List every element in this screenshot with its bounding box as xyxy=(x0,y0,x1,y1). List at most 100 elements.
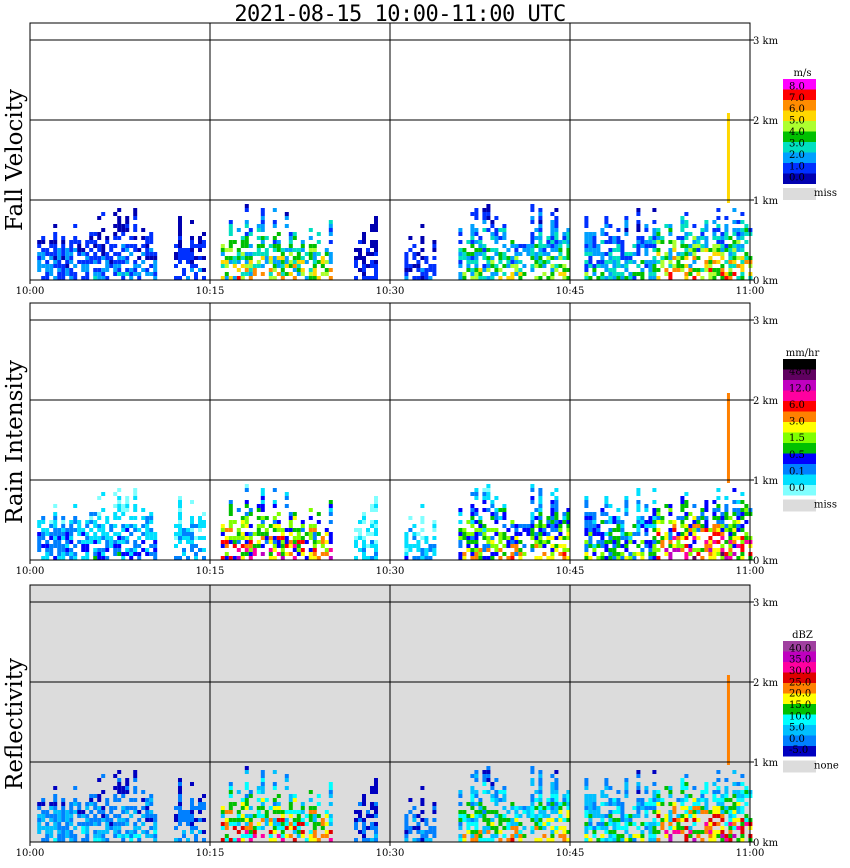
data-pixel xyxy=(644,520,649,524)
data-pixel xyxy=(101,268,106,272)
data-pixel xyxy=(284,528,289,532)
data-pixel xyxy=(304,838,309,842)
data-pixel xyxy=(558,248,563,252)
data-pixel xyxy=(65,536,70,540)
data-pixel xyxy=(720,826,725,830)
data-pixel xyxy=(198,818,202,822)
data-pixel xyxy=(308,810,313,814)
data-pixel xyxy=(292,248,297,252)
data-pixel xyxy=(482,268,487,272)
data-pixel xyxy=(668,786,673,790)
data-pixel xyxy=(652,790,657,794)
data-pixel xyxy=(268,272,273,276)
data-pixel xyxy=(41,276,46,280)
data-pixel xyxy=(420,802,425,806)
data-pixel xyxy=(240,236,245,240)
data-pixel xyxy=(652,540,657,544)
data-pixel xyxy=(101,556,106,560)
data-pixel xyxy=(125,536,130,540)
data-pixel xyxy=(300,244,305,248)
data-pixel xyxy=(354,536,358,540)
data-pixel xyxy=(228,240,233,244)
data-pixel xyxy=(470,802,475,806)
data-pixel xyxy=(648,244,653,248)
data-pixel xyxy=(736,232,741,236)
data-pixel xyxy=(620,252,625,256)
data-pixel xyxy=(105,268,110,272)
data-pixel xyxy=(604,826,609,830)
legend-swatch xyxy=(783,641,816,652)
data-pixel xyxy=(632,540,637,544)
data-pixel xyxy=(101,228,106,232)
data-pixel xyxy=(688,814,693,818)
data-pixel xyxy=(474,208,479,212)
data-pixel xyxy=(624,504,629,508)
data-pixel xyxy=(592,810,597,814)
data-pixel xyxy=(358,548,362,552)
data-pixel xyxy=(664,504,669,508)
data-pixel xyxy=(280,814,285,818)
data-pixel xyxy=(272,818,277,822)
data-pixel xyxy=(566,528,571,532)
data-pixel xyxy=(596,276,601,280)
data-pixel xyxy=(652,488,657,492)
data-pixel xyxy=(486,838,491,842)
data-pixel xyxy=(416,826,421,830)
data-pixel xyxy=(680,778,685,782)
y-tick-label: 1 km xyxy=(753,196,779,207)
data-pixel xyxy=(264,252,269,256)
data-pixel xyxy=(49,524,54,528)
data-pixel xyxy=(550,536,555,540)
data-pixel xyxy=(704,822,709,826)
data-pixel xyxy=(65,260,70,264)
data-pixel xyxy=(518,806,523,810)
data-pixel xyxy=(117,268,122,272)
data-pixel xyxy=(648,524,653,528)
data-pixel xyxy=(506,556,511,560)
data-pixel xyxy=(268,256,273,260)
data-pixel xyxy=(149,834,154,838)
data-pixel xyxy=(612,826,617,830)
x-tick-label: 10:00 xyxy=(16,286,45,297)
data-pixel xyxy=(416,268,421,272)
data-pixel xyxy=(125,500,130,504)
data-pixel xyxy=(121,512,126,516)
data-pixel xyxy=(620,556,625,560)
data-pixel xyxy=(89,802,94,806)
data-pixel xyxy=(362,232,366,236)
data-pixel xyxy=(554,528,559,532)
data-pixel xyxy=(276,256,281,260)
data-pixel xyxy=(502,504,507,508)
data-pixel xyxy=(198,240,202,244)
data-pixel xyxy=(292,264,297,268)
data-pixel xyxy=(125,834,130,838)
data-pixel xyxy=(712,552,717,556)
data-pixel xyxy=(358,248,362,252)
data-pixel xyxy=(726,417,730,420)
data-pixel xyxy=(744,536,749,540)
data-pixel xyxy=(125,810,130,814)
data-pixel xyxy=(248,830,253,834)
data-pixel xyxy=(354,838,358,842)
data-pixel xyxy=(624,556,629,560)
data-pixel xyxy=(113,236,118,240)
data-pixel xyxy=(732,528,737,532)
data-pixel xyxy=(588,536,593,540)
data-pixel xyxy=(458,260,463,264)
data-pixel xyxy=(93,556,98,560)
data-pixel xyxy=(604,276,609,280)
data-pixel xyxy=(486,228,491,232)
data-pixel xyxy=(732,524,737,528)
data-pixel xyxy=(424,838,429,842)
data-pixel xyxy=(362,264,366,268)
data-pixel xyxy=(272,520,277,524)
data-pixel xyxy=(374,496,378,500)
data-pixel xyxy=(432,834,437,838)
data-pixel xyxy=(640,556,645,560)
data-pixel xyxy=(178,802,182,806)
data-pixel xyxy=(732,520,737,524)
data-pixel xyxy=(740,540,745,544)
data-pixel xyxy=(684,256,689,260)
data-pixel xyxy=(69,806,74,810)
data-pixel xyxy=(113,504,118,508)
